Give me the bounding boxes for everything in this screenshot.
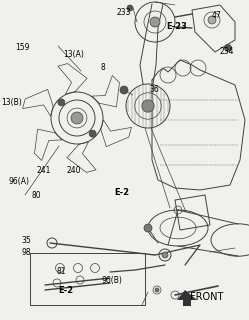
Text: 80: 80 <box>31 191 41 200</box>
Circle shape <box>120 86 128 94</box>
Text: 47: 47 <box>212 11 222 20</box>
Circle shape <box>155 288 159 292</box>
Circle shape <box>71 112 83 124</box>
Text: 240: 240 <box>66 166 81 175</box>
Text: 159: 159 <box>15 44 30 52</box>
Text: 241: 241 <box>36 166 51 175</box>
Polygon shape <box>177 290 197 306</box>
Circle shape <box>142 100 154 112</box>
Text: 13(A): 13(A) <box>63 50 84 59</box>
Circle shape <box>127 5 133 11</box>
Text: 8: 8 <box>101 63 106 72</box>
Circle shape <box>162 252 168 258</box>
Text: 234: 234 <box>219 47 234 56</box>
Text: 81: 81 <box>56 268 66 276</box>
Text: FRONT: FRONT <box>190 292 223 302</box>
Circle shape <box>208 16 216 24</box>
Text: 35: 35 <box>21 236 31 245</box>
Circle shape <box>144 224 152 232</box>
Text: 233: 233 <box>116 8 130 17</box>
Text: E-2: E-2 <box>115 188 129 197</box>
Text: 13(B): 13(B) <box>1 98 22 107</box>
Text: 98: 98 <box>21 248 31 257</box>
Text: E-23: E-23 <box>166 22 187 31</box>
Circle shape <box>225 44 232 52</box>
Text: 96(A): 96(A) <box>8 177 29 186</box>
Text: 96(B): 96(B) <box>102 276 123 284</box>
Text: E-2: E-2 <box>59 286 73 295</box>
Circle shape <box>58 99 65 106</box>
Circle shape <box>89 130 96 137</box>
Text: 36: 36 <box>149 85 159 94</box>
Circle shape <box>150 17 160 27</box>
